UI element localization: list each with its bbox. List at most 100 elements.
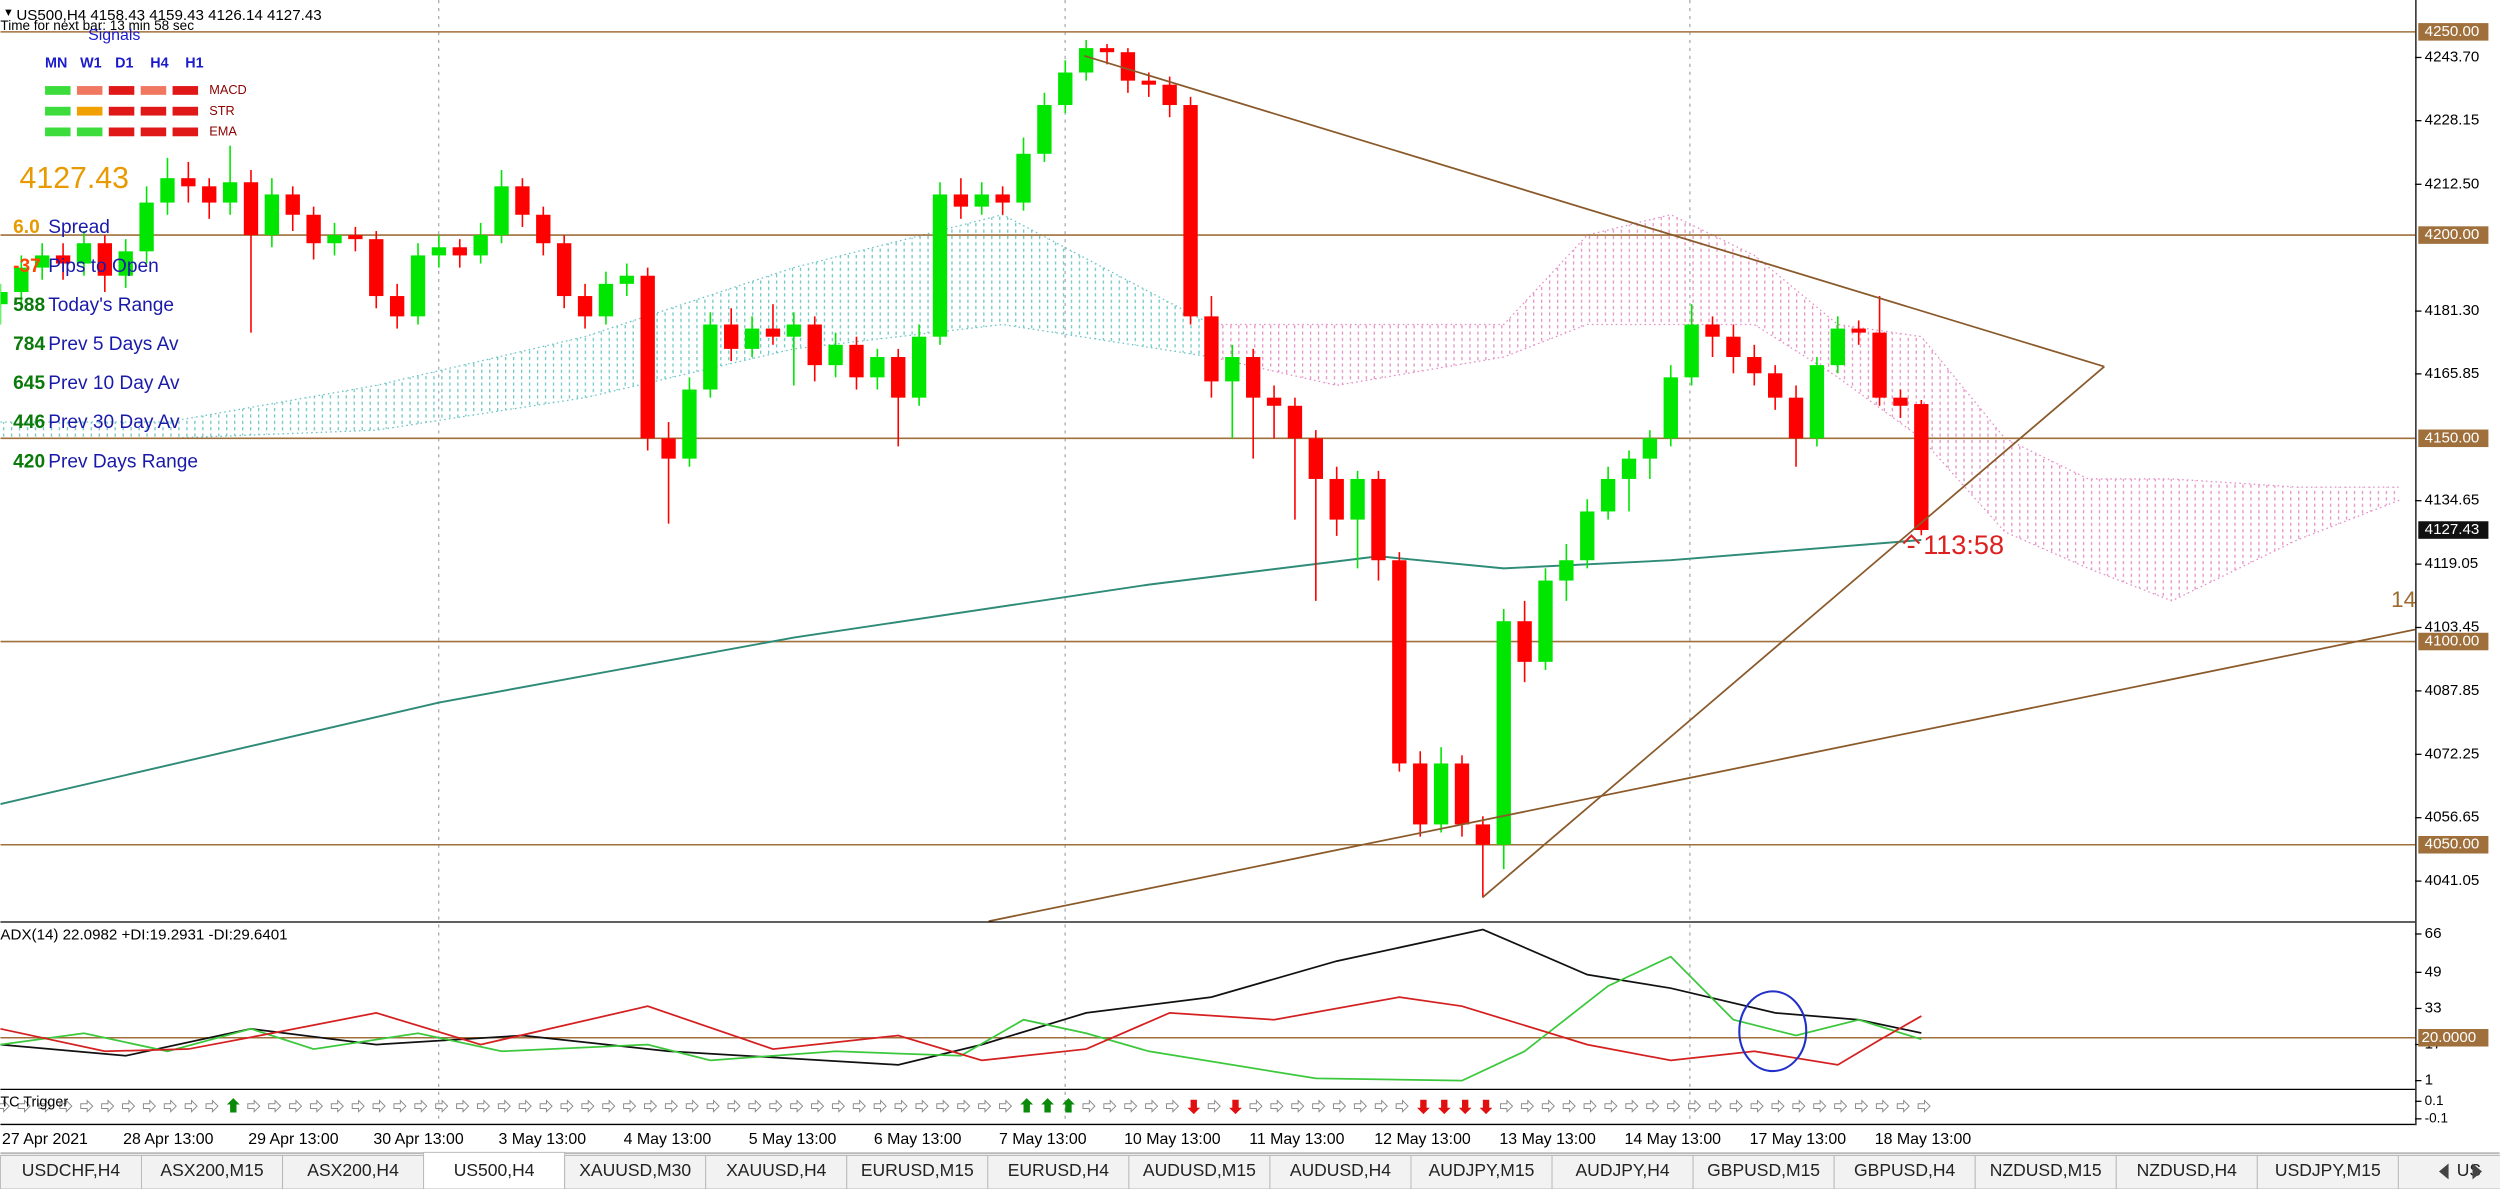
tab-label[interactable]: AUDJPY,H4 (1576, 1160, 1670, 1180)
signal-block (45, 86, 71, 95)
scroll-right[interactable] (2472, 1163, 2483, 1180)
tab-label[interactable]: USDCHF,H4 (22, 1160, 121, 1180)
tab-bg[interactable] (1692, 1155, 1835, 1189)
candle-body (1392, 560, 1407, 764)
tab[interactable]: USDJPY,M15 (2256, 1155, 2399, 1189)
tc-down-arrow (1458, 1099, 1472, 1115)
tc-down-arrow (1187, 1099, 1201, 1115)
tc-neutral-arrow (831, 1099, 846, 1113)
candle-body (724, 324, 739, 349)
trendline-label: 14 (2391, 587, 2416, 612)
tab-label[interactable]: US500,H4 (454, 1160, 535, 1180)
tab[interactable]: US (2397, 1155, 2500, 1189)
tc-neutral-arrow (1875, 1099, 1890, 1113)
tab-label[interactable]: AUDUSD,H4 (1290, 1160, 1391, 1180)
tc-neutral-arrow (1729, 1099, 1743, 1113)
price-box (2418, 226, 2489, 244)
tab[interactable]: ASX200,M15 (141, 1155, 284, 1189)
tc-neutral-arrow (476, 1099, 491, 1113)
candle-body (1016, 153, 1031, 203)
tab-label[interactable]: EURUSD,M15 (861, 1160, 974, 1180)
tc-neutral-arrow (289, 1099, 303, 1113)
tab[interactable]: NZDUSD,M15 (1974, 1155, 2117, 1189)
tab-bg[interactable] (564, 1155, 707, 1189)
tab[interactable]: USDCHF,H4 (0, 1155, 142, 1189)
x-tick-label: 28 Apr 13:00 (123, 1131, 213, 1148)
tab-bg[interactable] (0, 1155, 142, 1189)
tab-bg[interactable] (1551, 1155, 1694, 1189)
tab-bg[interactable] (1410, 1155, 1553, 1189)
tab-label[interactable]: EURUSD,H4 (1008, 1160, 1109, 1180)
tab[interactable]: ASX200,H4 (282, 1155, 425, 1189)
tab-label[interactable]: AUDJPY,M15 (1429, 1160, 1535, 1180)
candle-body (1788, 397, 1804, 439)
tab-bg[interactable] (987, 1155, 1130, 1189)
candle-body (1559, 560, 1574, 581)
signal-block (172, 106, 199, 116)
tab-bg[interactable] (2115, 1155, 2258, 1189)
tab[interactable]: NZDUSD,H4 (2115, 1155, 2258, 1189)
tab[interactable]: GBPUSD,M15 (1692, 1155, 1835, 1189)
candle-body (1350, 478, 1365, 520)
tc-neutral-arrow (456, 1099, 470, 1113)
tab-label[interactable]: USDJPY,M15 (2275, 1160, 2381, 1180)
tab-label[interactable]: GBPUSD,M15 (1707, 1160, 1820, 1180)
signal-name: EMA (209, 124, 237, 139)
tab-label[interactable]: ASX200,M15 (160, 1160, 263, 1180)
cloud-lower (1211, 323, 2402, 602)
price-box-label: 4150.00 (2425, 429, 2480, 446)
trendline (1083, 54, 2105, 368)
tc-neutral-arrow (1145, 1099, 1159, 1113)
candle-body (76, 243, 92, 264)
candle-body (97, 243, 113, 276)
tab-label[interactable]: XAUUSD,M30 (579, 1160, 691, 1180)
tab-bg[interactable] (846, 1155, 989, 1189)
tab-bg[interactable] (1269, 1155, 1412, 1189)
tab-bg[interactable] (2397, 1155, 2500, 1189)
x-tick-label: 10 May 13:00 (1124, 1131, 1221, 1148)
price-box-label: 4050.00 (2425, 836, 2480, 853)
tab-label[interactable]: XAUUSD,H4 (726, 1160, 827, 1180)
tab-scroll[interactable] (2439, 1163, 2483, 1180)
candle-body (389, 296, 405, 317)
tab-bg[interactable] (423, 1151, 566, 1189)
tab-label[interactable]: NZDUSD,H4 (2137, 1160, 2237, 1180)
tc-neutral-arrow (1604, 1099, 1618, 1113)
tab-bg[interactable] (1974, 1155, 2117, 1189)
tab[interactable]: AUDJPY,H4 (1551, 1155, 1694, 1189)
tab-bg[interactable] (1833, 1155, 1976, 1189)
tab[interactable]: US500,H4 (423, 1151, 566, 1189)
tab[interactable]: XAUUSD,M30 (564, 1155, 707, 1189)
tab[interactable]: XAUUSD,H4 (705, 1155, 848, 1189)
tc-neutral-arrow (978, 1099, 992, 1113)
tab[interactable]: EURUSD,H4 (987, 1155, 1130, 1189)
tab-label[interactable]: ASX200,H4 (307, 1160, 399, 1180)
y-tick-label: 4103.45 (2425, 619, 2480, 636)
highlight-ellipse (1738, 990, 1808, 1073)
tc-tick-label: 0.1 (2425, 1093, 2444, 1108)
candle-body (1308, 438, 1323, 479)
adx-level-label: 20.0000 (2421, 1029, 2476, 1046)
x-tick-label: 5 May 13:00 (749, 1131, 837, 1148)
y-tick-label: 4119.05 (2425, 555, 2479, 572)
tab[interactable]: AUDUSD,H4 (1269, 1155, 1412, 1189)
tab-bg[interactable] (2256, 1155, 2399, 1189)
candle-body (1162, 84, 1177, 106)
tab-label[interactable]: AUDUSD,M15 (1143, 1160, 1256, 1180)
tc-neutral-arrow (1792, 1099, 1806, 1113)
price-box (2418, 835, 2489, 854)
tab-label[interactable]: GBPUSD,H4 (1854, 1160, 1955, 1180)
signal-block (108, 86, 135, 95)
scroll-left[interactable] (2439, 1163, 2449, 1180)
tab[interactable]: EURUSD,M15 (846, 1155, 989, 1189)
tab-label[interactable]: NZDUSD,M15 (1990, 1160, 2102, 1180)
tab-bg[interactable] (1128, 1155, 1271, 1189)
tab[interactable]: GBPUSD,H4 (1833, 1155, 1976, 1189)
timeframe-label: H4 (150, 56, 168, 72)
trendline (988, 628, 2416, 923)
tc-neutral-arrow (309, 1099, 324, 1113)
tab[interactable]: AUDUSD,M15 (1128, 1155, 1271, 1189)
tab[interactable]: AUDJPY,M15 (1410, 1155, 1553, 1189)
tab-bg[interactable] (141, 1155, 284, 1189)
